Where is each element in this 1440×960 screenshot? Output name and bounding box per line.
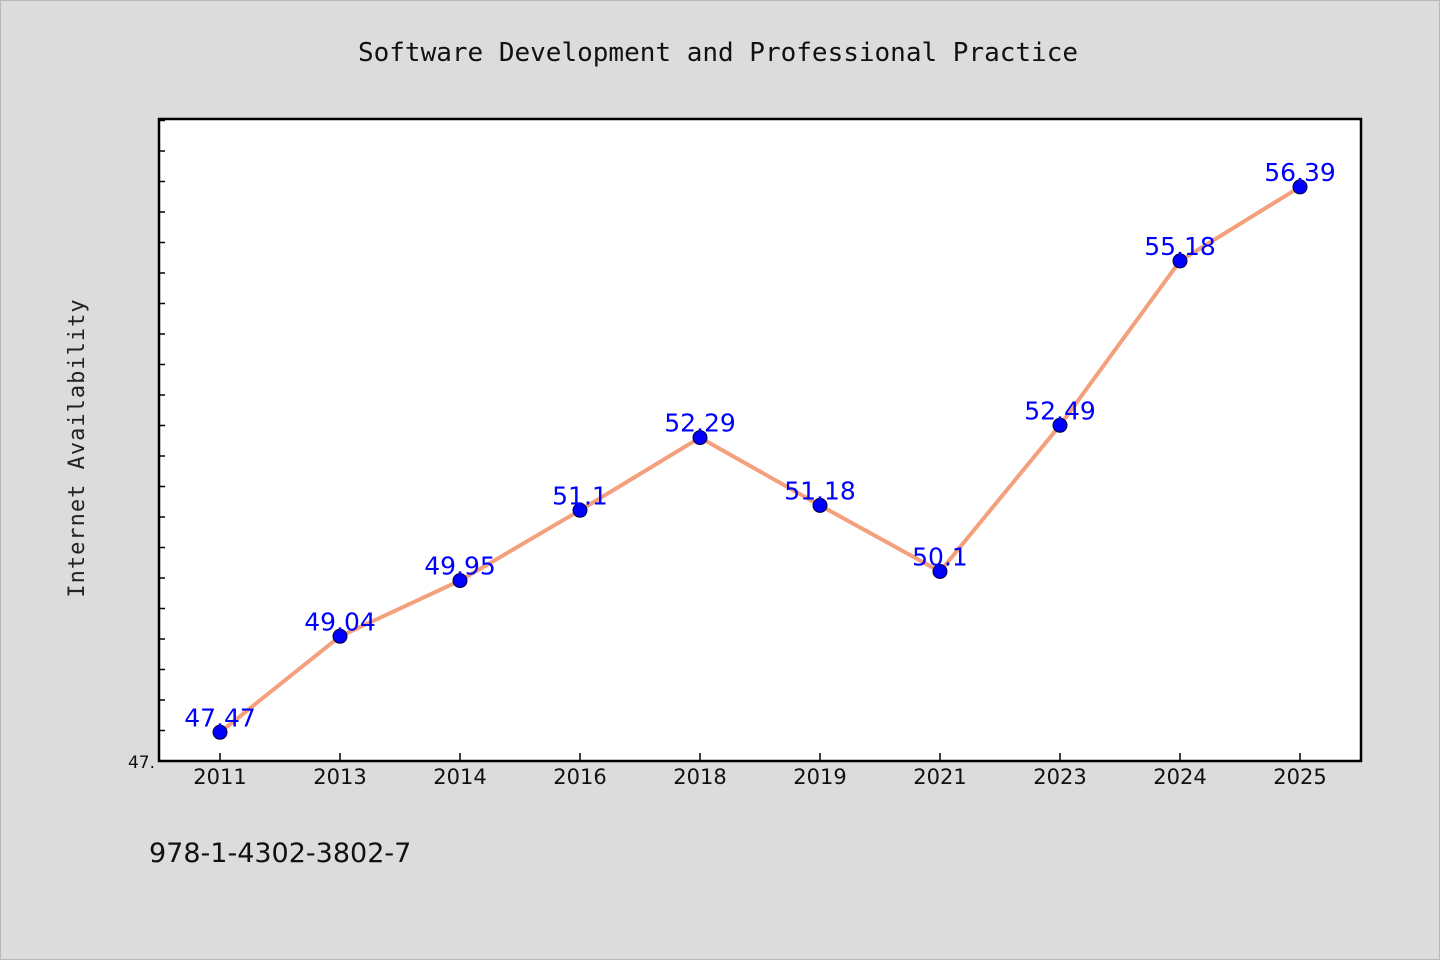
- data-label: 50.1: [912, 543, 968, 572]
- data-label: 55.18: [1144, 232, 1216, 261]
- data-point: [1172, 253, 1188, 269]
- data-point: [812, 497, 828, 513]
- data-point: [572, 502, 588, 518]
- data-label: 49.04: [304, 607, 376, 636]
- x-tick-label: 2023: [1033, 765, 1086, 789]
- data-point: [932, 564, 948, 579]
- data-point: [692, 430, 708, 446]
- series-line: [218, 185, 1302, 734]
- y-tick-label: 47.: [128, 753, 155, 773]
- data-point: [212, 724, 228, 740]
- x-tick-label: 2024: [1153, 765, 1206, 789]
- x-tick-label: 2014: [433, 765, 486, 789]
- data-label: 49.95: [424, 552, 496, 581]
- data-label: 52.29: [664, 409, 736, 438]
- data-label: 51.1: [552, 481, 608, 510]
- data-point: [1292, 179, 1308, 195]
- y-axis-ticks: [159, 119, 165, 732]
- data-label: 47.47: [184, 703, 256, 732]
- data-point: [332, 628, 348, 644]
- data-labels: 47.47 49.04 49.95 51.1 52.29 51.18 50.1 52.49 55…: [184, 158, 1336, 732]
- x-axis-ticks: 2011 2013 2014 2016 2018 2019 2021 2023 2024 2025: [193, 753, 1327, 789]
- series-markers: [212, 179, 1308, 740]
- data-point: [1052, 417, 1068, 433]
- x-tick-label: 2018: [673, 765, 726, 789]
- x-tick-label: 2016: [553, 765, 606, 789]
- x-tick-label: 2021: [913, 765, 966, 789]
- plot-area: [157, 117, 1363, 763]
- x-tick-label: 2013: [313, 765, 366, 789]
- y-axis-label: Internet Availability: [65, 298, 90, 597]
- data-point: [452, 573, 468, 589]
- data-label: 51.18: [784, 476, 856, 505]
- chart-title: Software Development and Professional Pr…: [358, 38, 1078, 68]
- x-tick-label: 2019: [793, 765, 846, 789]
- data-label: 56.39: [1264, 158, 1336, 187]
- x-tick-label: 2011: [193, 765, 246, 789]
- x-tick-label: 2025: [1273, 765, 1326, 789]
- data-label: 52.49: [1024, 396, 1096, 425]
- footer-isbn: 978-1-4302-3802-7: [149, 838, 411, 869]
